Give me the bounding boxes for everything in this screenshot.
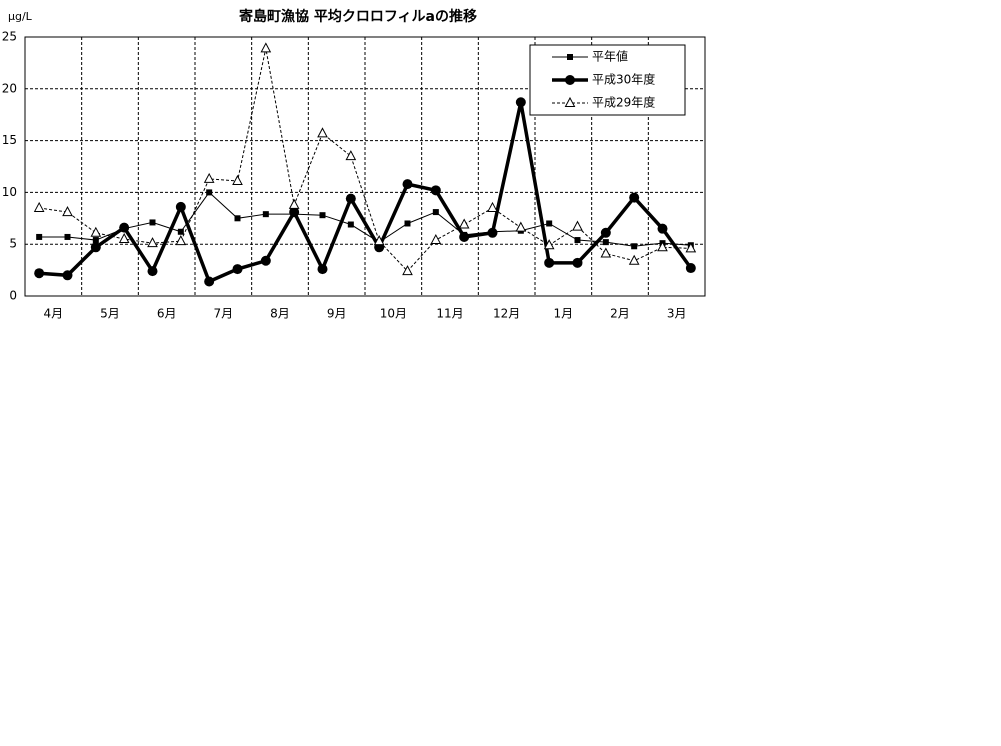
marker-triangle [600,247,612,258]
marker-triangle [317,127,328,138]
marker-triangle [90,226,102,237]
marker-circle [600,227,611,238]
series-line [39,48,691,272]
marker-triangle [685,242,697,253]
x-tick-label: 11月 [436,307,463,321]
marker-triangle [288,198,300,209]
marker-circle [317,264,328,275]
y-tick-label: 0 [9,289,17,303]
x-tick-label: 8月 [270,307,290,321]
marker-circle [544,257,555,268]
x-tick-label: 3月 [667,307,687,321]
marker-square [177,228,184,235]
x-tick-label: 10月 [380,307,407,321]
marker-circle [175,201,186,212]
x-tick-label: 6月 [157,307,177,321]
marker-circle [345,193,356,204]
marker-circle [260,255,271,266]
marker-square [404,220,411,227]
legend-label: 平成30年度 [592,72,655,87]
marker-triangle [62,206,73,217]
x-tick-label: 4月 [44,307,64,321]
marker-triangle [175,235,187,246]
marker-square [262,211,269,218]
x-tick-label: 2月 [610,307,630,321]
marker-circle [629,192,640,203]
marker-triangle [564,96,576,107]
marker-circle [204,276,215,287]
marker-triangle [260,42,272,53]
marker-circle [289,207,300,218]
marker-triangle [203,172,215,183]
y-tick-label: 25 [2,30,17,44]
marker-square [631,243,638,250]
marker-circle [657,223,668,234]
marker-triangle [147,237,158,248]
marker-square [36,233,43,240]
x-tick-label: 12月 [493,307,520,321]
chart-title: 寄島町漁協 平均クロロフィルaの推移 [239,8,477,25]
marker-circle [487,227,498,238]
marker-circle [565,75,575,85]
marker-square [92,237,99,244]
marker-circle [402,179,413,190]
legend-label: 平年値 [592,49,628,64]
marker-triangle [543,239,555,250]
marker-circle [232,264,243,275]
series-line [39,101,693,284]
marker-square [546,220,553,227]
marker-triangle [515,221,527,232]
marker-triangle [373,235,385,246]
marker-triangle [572,220,583,231]
y-tick-label: 10 [2,185,17,199]
legend-label: 平成29年度 [592,95,655,110]
marker-circle [147,266,158,277]
marker-square [149,219,156,226]
y-tick-label: 15 [2,133,17,147]
series-line [39,191,691,247]
marker-circle [34,268,45,279]
marker-circle [119,222,130,233]
marker-triangle [345,150,357,161]
marker-circle [62,270,73,281]
x-tick-label: 1月 [554,307,574,321]
marker-circle [685,263,696,274]
marker-triangle [118,232,130,244]
y-tick-label: 20 [2,81,17,95]
marker-triangle [487,201,498,212]
y-axis-label: μg/L [8,10,33,23]
marker-triangle [33,201,45,212]
x-tick-label: 9月 [327,307,347,321]
marker-triangle [657,241,668,252]
marker-square [319,212,326,219]
marker-circle [515,97,526,108]
y-tick-label: 5 [9,237,17,251]
marker-triangle [430,233,442,245]
marker-triangle [402,265,413,276]
marker-triangle [628,254,640,265]
marker-square [347,221,354,228]
marker-circle [90,242,101,253]
marker-circle [459,231,470,242]
marker-circle [430,185,441,196]
x-tick-label: 7月 [214,307,234,321]
marker-square [432,209,439,216]
marker-square [567,54,573,60]
marker-square [64,233,71,240]
marker-square [234,215,241,222]
marker-square [574,237,581,244]
marker-circle [572,257,583,268]
marker-square [602,239,609,246]
marker-square [206,189,213,196]
marker-triangle [458,218,470,229]
x-tick-label: 5月 [100,307,120,321]
marker-triangle [232,174,243,186]
